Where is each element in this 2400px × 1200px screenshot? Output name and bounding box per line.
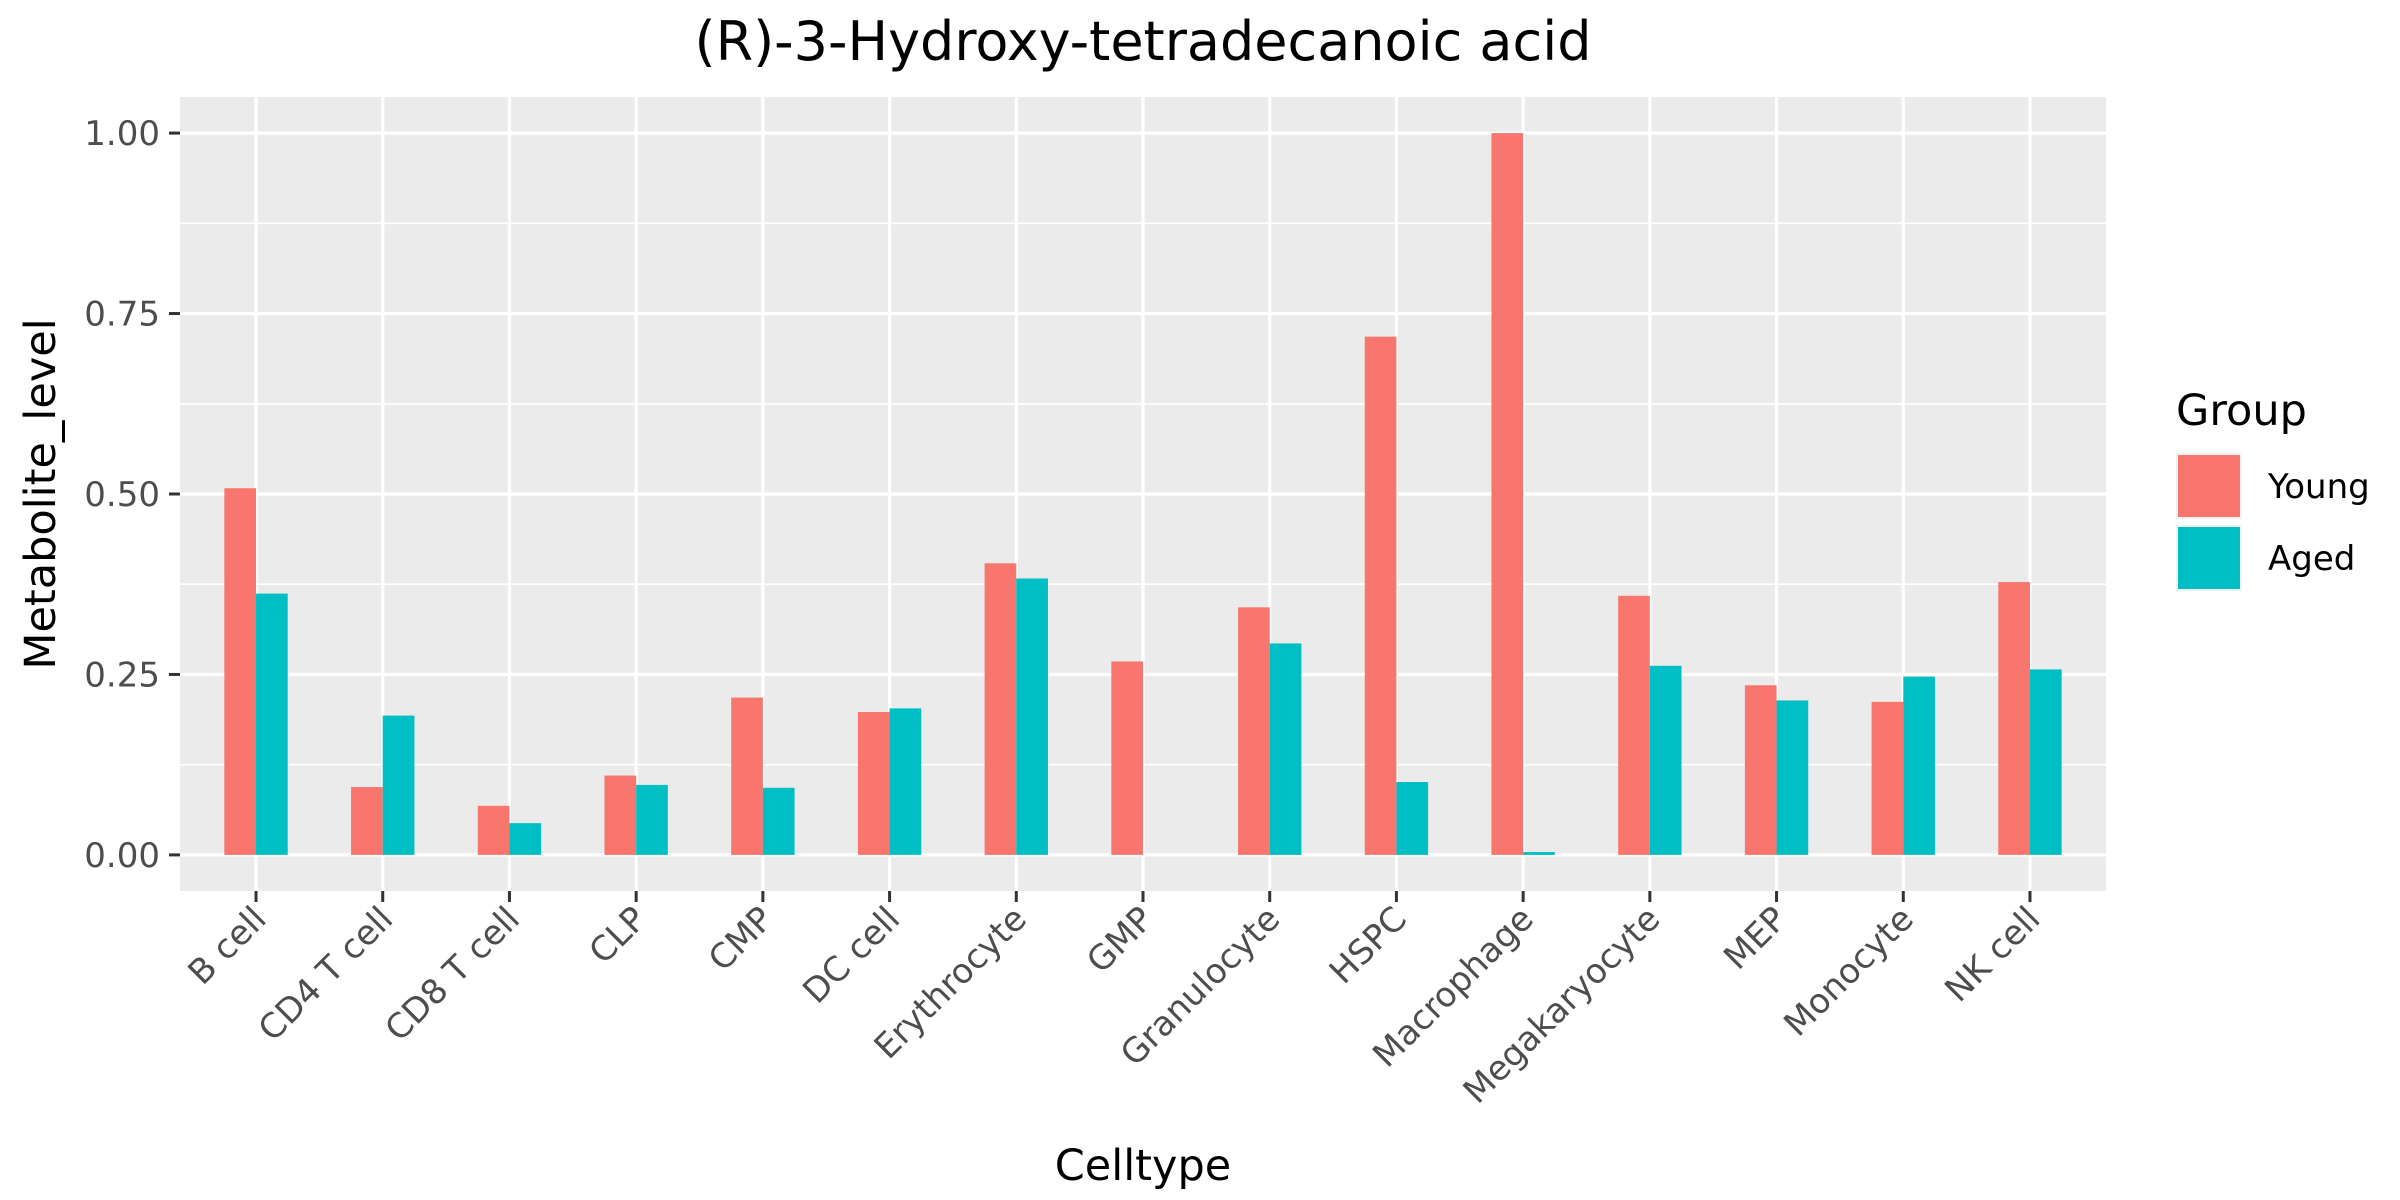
legend-label: Aged (2268, 539, 2355, 579)
legend-swatch (2178, 527, 2240, 589)
y-tick-label: 0.00 (84, 836, 160, 876)
bar (1111, 661, 1143, 855)
bar (1744, 685, 1777, 855)
y-tick-label: 1.00 (84, 114, 160, 154)
bar (1523, 852, 1555, 855)
x-tick-label: CLP (582, 899, 655, 972)
y-axis-title: Metabolite_level (16, 318, 66, 669)
x-tick-label: CD8 T cell (378, 899, 528, 1049)
bar (762, 787, 795, 855)
bar (2029, 669, 2062, 855)
bar (1618, 595, 1650, 855)
chart-title: (R)-3-Hydroxy-tetradecanoic acid (695, 10, 1592, 73)
bar (224, 488, 257, 855)
bar (1396, 782, 1429, 855)
bar (382, 715, 415, 855)
legend-label: Young (2267, 467, 2370, 507)
bar (889, 708, 922, 855)
y-tick-label: 0.75 (84, 295, 160, 335)
x-tick-label: CD4 T cell (251, 899, 401, 1049)
x-tick-label: Monocyte (1776, 899, 1921, 1044)
bar (984, 563, 1017, 855)
x-tick-label: DC cell (795, 899, 908, 1012)
bar (604, 775, 637, 855)
bar (857, 711, 890, 855)
x-axis-title: Celltype (1055, 1141, 1231, 1191)
legend: Group Young Aged (2176, 386, 2370, 591)
y-tick-label: 0.50 (84, 475, 160, 515)
bar (1903, 676, 1935, 855)
x-tick-label: B cell (181, 899, 275, 993)
bar (1649, 665, 1682, 855)
y-axis: 0.00 0.25 0.50 0.75 1.00 (84, 114, 180, 876)
bar (1269, 643, 1302, 855)
bar (256, 593, 288, 855)
bar (1364, 336, 1397, 855)
bar (1776, 700, 1809, 855)
x-tick-label: MEP (1716, 899, 1795, 978)
bar (509, 823, 542, 855)
legend-swatch (2178, 455, 2240, 517)
bar (1238, 607, 1270, 855)
bar (636, 784, 668, 855)
x-tick-label: GMP (1079, 899, 1161, 981)
bar (731, 697, 763, 855)
y-tick-label: 0.25 (84, 655, 160, 695)
x-tick-label: NK cell (1937, 899, 2048, 1010)
bar (1871, 701, 1904, 855)
bar (1016, 578, 1048, 855)
bar (477, 805, 510, 855)
x-tick-label: CMP (701, 899, 781, 979)
legend-title: Group (2176, 386, 2307, 436)
bar (1491, 133, 1524, 855)
bar (1998, 582, 2030, 855)
x-tick-label: HSPC (1322, 899, 1415, 992)
bars (224, 133, 2062, 855)
bar (351, 787, 383, 855)
